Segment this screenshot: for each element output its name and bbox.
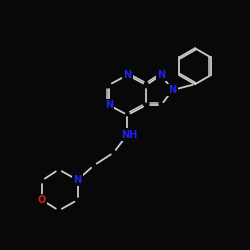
Text: N: N: [157, 70, 165, 80]
Text: O: O: [38, 195, 46, 205]
Text: N: N: [124, 70, 132, 80]
Text: NH: NH: [122, 130, 138, 140]
Text: N: N: [105, 100, 113, 110]
Text: N: N: [168, 85, 176, 95]
Text: N: N: [74, 175, 82, 185]
